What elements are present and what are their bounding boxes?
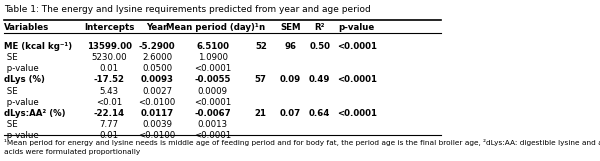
Text: dLys:AA² (%): dLys:AA² (%)	[4, 109, 66, 118]
Text: 5230.00: 5230.00	[91, 53, 127, 62]
Text: -22.14: -22.14	[94, 109, 125, 118]
Text: 0.09: 0.09	[280, 76, 301, 85]
Text: <0.0001: <0.0001	[194, 64, 232, 73]
Text: 5.43: 5.43	[100, 87, 119, 96]
Text: 1.0900: 1.0900	[198, 53, 228, 62]
Text: <0.0100: <0.0100	[139, 131, 176, 140]
Text: <0.0001: <0.0001	[337, 42, 377, 51]
Text: Table 1: The energy and lysine requirements predicted from year and age period: Table 1: The energy and lysine requireme…	[4, 5, 371, 14]
Text: 0.0093: 0.0093	[140, 76, 173, 85]
Text: 52: 52	[255, 42, 267, 51]
Text: 0.0500: 0.0500	[142, 64, 172, 73]
Text: 6.5100: 6.5100	[196, 42, 229, 51]
Text: -17.52: -17.52	[94, 76, 125, 85]
Text: 0.01: 0.01	[100, 64, 119, 73]
Text: Variables: Variables	[4, 23, 50, 32]
Text: p-value: p-value	[4, 131, 39, 140]
Text: -0.0067: -0.0067	[194, 109, 231, 118]
Text: ¹Mean period for energy and lysine needs is middle age of feeding period and for: ¹Mean period for energy and lysine needs…	[4, 139, 600, 155]
Text: <0.01: <0.01	[96, 98, 122, 107]
Text: 0.0117: 0.0117	[140, 109, 174, 118]
Text: 0.0027: 0.0027	[142, 87, 172, 96]
Text: <0.0001: <0.0001	[194, 98, 232, 107]
Text: p-value: p-value	[4, 98, 39, 107]
Text: n: n	[258, 23, 264, 32]
Text: p-value: p-value	[339, 23, 375, 32]
Text: 0.64: 0.64	[309, 109, 331, 118]
Text: SE: SE	[4, 87, 18, 96]
Text: ME (kcal kg⁻¹): ME (kcal kg⁻¹)	[4, 42, 73, 51]
Text: 2.6000: 2.6000	[142, 53, 172, 62]
Text: <0.0100: <0.0100	[139, 98, 176, 107]
Text: <0.0001: <0.0001	[337, 109, 377, 118]
Text: 0.0039: 0.0039	[142, 120, 172, 129]
Text: 57: 57	[255, 76, 267, 85]
Text: 0.49: 0.49	[309, 76, 331, 85]
Text: 0.0013: 0.0013	[198, 120, 228, 129]
Text: 13599.00: 13599.00	[86, 42, 131, 51]
Text: <0.0001: <0.0001	[194, 131, 232, 140]
Text: 96: 96	[284, 42, 296, 51]
Text: <0.0001: <0.0001	[337, 76, 377, 85]
Text: 0.50: 0.50	[309, 42, 330, 51]
Text: 21: 21	[255, 109, 267, 118]
Text: Year: Year	[146, 23, 168, 32]
Text: 7.77: 7.77	[100, 120, 119, 129]
Text: SE: SE	[4, 120, 18, 129]
Text: 0.01: 0.01	[100, 131, 119, 140]
Text: p-value: p-value	[4, 64, 39, 73]
Text: Intercepts: Intercepts	[84, 23, 134, 32]
Text: dLys (%): dLys (%)	[4, 76, 46, 85]
Text: Mean period (day)¹: Mean period (day)¹	[166, 23, 259, 32]
Text: 0.07: 0.07	[280, 109, 301, 118]
Text: SEM: SEM	[280, 23, 301, 32]
Text: -5.2900: -5.2900	[139, 42, 176, 51]
Text: -0.0055: -0.0055	[194, 76, 231, 85]
Text: SE: SE	[4, 53, 18, 62]
Text: R²: R²	[314, 23, 325, 32]
Text: 0.0009: 0.0009	[198, 87, 228, 96]
